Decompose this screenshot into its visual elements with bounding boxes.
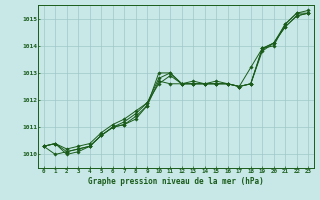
X-axis label: Graphe pression niveau de la mer (hPa): Graphe pression niveau de la mer (hPa) bbox=[88, 177, 264, 186]
